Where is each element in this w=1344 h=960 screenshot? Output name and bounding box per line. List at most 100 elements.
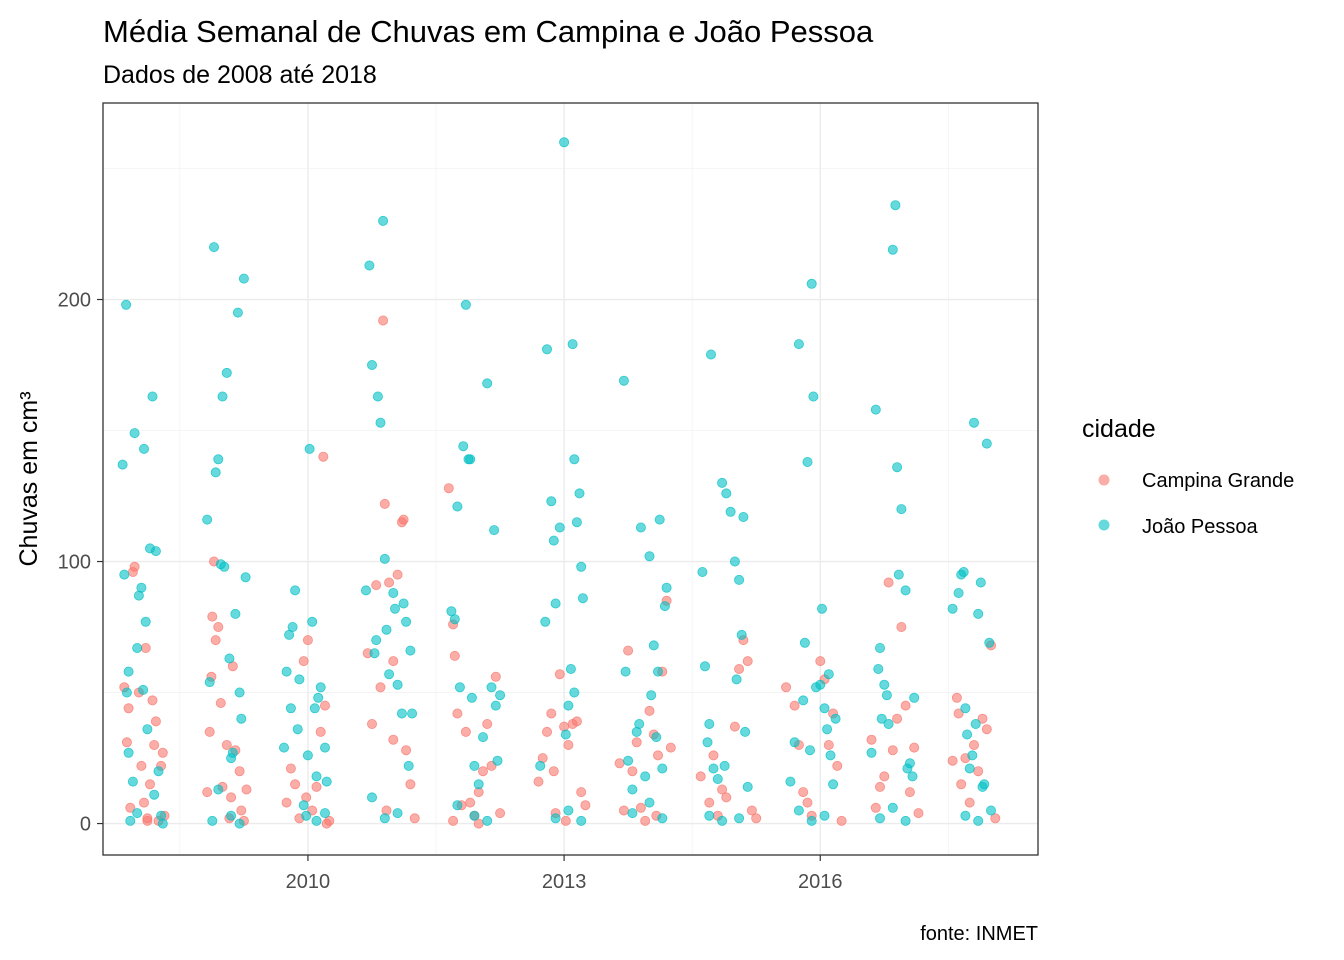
data-point [893, 569, 904, 580]
data-point [875, 643, 886, 654]
data-point [388, 588, 399, 599]
data-point [302, 750, 313, 761]
data-point [401, 616, 412, 627]
data-point [217, 391, 228, 402]
data-point [879, 771, 890, 782]
data-point [970, 719, 981, 730]
data-point [490, 700, 501, 711]
data-point [695, 771, 706, 782]
data-point [452, 708, 463, 719]
data-point [969, 740, 980, 751]
data-point [388, 656, 399, 667]
data-point [883, 719, 894, 730]
data-point [364, 260, 375, 271]
data-point [389, 603, 400, 614]
data-point [278, 742, 289, 753]
data-point [799, 637, 810, 648]
data-point [490, 671, 501, 682]
data-point [717, 784, 728, 795]
data-point [121, 687, 132, 698]
data-point [311, 771, 322, 782]
data-point [140, 616, 151, 627]
data-point [907, 771, 918, 782]
data-point [207, 611, 218, 622]
data-point [563, 700, 574, 711]
data-point [388, 734, 399, 745]
data-point [224, 653, 235, 664]
data-point [378, 315, 389, 326]
data-point [990, 813, 1001, 824]
data-point [379, 553, 390, 564]
data-point [913, 808, 924, 819]
data-point [973, 815, 984, 826]
data-point [366, 792, 377, 803]
data-point [725, 506, 736, 517]
data-point [565, 664, 576, 675]
data-point [627, 766, 638, 777]
data-point [734, 574, 745, 585]
data-point [489, 525, 500, 536]
data-point [635, 522, 646, 533]
data-point [729, 721, 740, 732]
data-point [973, 766, 984, 777]
data-point [121, 737, 132, 748]
data-point [969, 417, 980, 428]
data-point [546, 708, 557, 719]
data-point [958, 567, 969, 578]
data-point [407, 708, 418, 719]
data-point [648, 640, 659, 651]
data-point [785, 776, 796, 787]
data-point [708, 750, 719, 761]
data-point [640, 815, 651, 826]
data-point [700, 661, 711, 672]
data-point [742, 656, 753, 667]
data-point [241, 784, 252, 795]
plot-border [102, 102, 1039, 856]
data-point [452, 501, 463, 512]
data-point [138, 684, 149, 695]
data-point [798, 787, 809, 798]
data-point [825, 750, 836, 761]
data-point [734, 664, 745, 675]
data-point [150, 546, 161, 557]
y-axis-ticks: 0 100 200 [58, 290, 103, 836]
data-point [644, 705, 655, 716]
data-point [904, 758, 915, 769]
data-point [236, 713, 247, 724]
data-point [563, 805, 574, 816]
data-point [789, 737, 800, 748]
data-point [731, 674, 742, 685]
data-point [454, 682, 465, 693]
data-point [219, 561, 230, 572]
data-point [477, 766, 488, 777]
data-point [712, 774, 723, 785]
data-point [234, 766, 245, 777]
data-point [311, 815, 322, 826]
data-point [876, 713, 887, 724]
data-point [392, 679, 403, 690]
data-point [981, 724, 992, 735]
data-point [492, 755, 503, 766]
data-point [870, 404, 881, 415]
data-point [569, 454, 580, 465]
data-point [371, 580, 382, 591]
data-point [659, 601, 670, 612]
data-point [819, 810, 830, 821]
data-point [147, 391, 158, 402]
data-point [554, 522, 565, 533]
data-point [138, 797, 149, 808]
data-point [366, 359, 377, 370]
data-point [372, 391, 383, 402]
data-point [738, 512, 749, 523]
y-tick-label: 200 [58, 290, 91, 312]
data-point [123, 666, 134, 677]
data-point [977, 713, 988, 724]
data-point [951, 692, 962, 703]
data-point [623, 645, 634, 656]
data-point [540, 616, 551, 627]
data-point [627, 808, 638, 819]
data-point [967, 750, 978, 761]
data-point [495, 690, 506, 701]
data-point [654, 514, 665, 525]
